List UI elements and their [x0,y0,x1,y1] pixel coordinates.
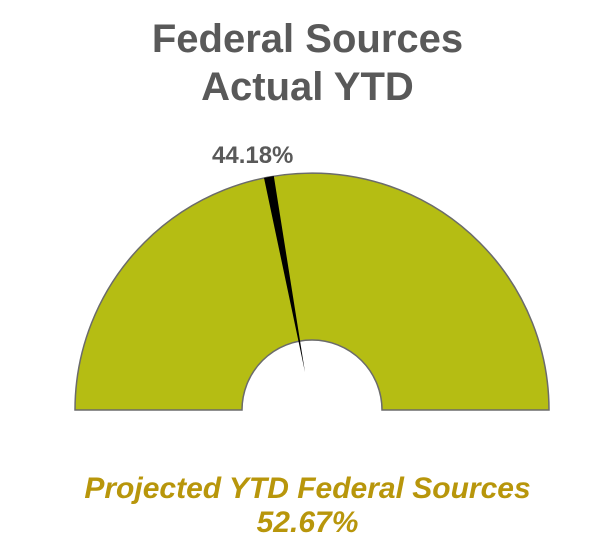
gauge-arc [74,172,550,411]
needle-value-label: 44.18% [212,142,294,169]
projected-value: 52.67% [256,506,359,539]
projected-label: Projected YTD Federal Sources [84,472,531,505]
chart-title-line-1: Federal Sources [151,17,464,61]
gauge-needle [264,176,305,373]
chart-title-line-2: Actual YTD [201,65,414,109]
